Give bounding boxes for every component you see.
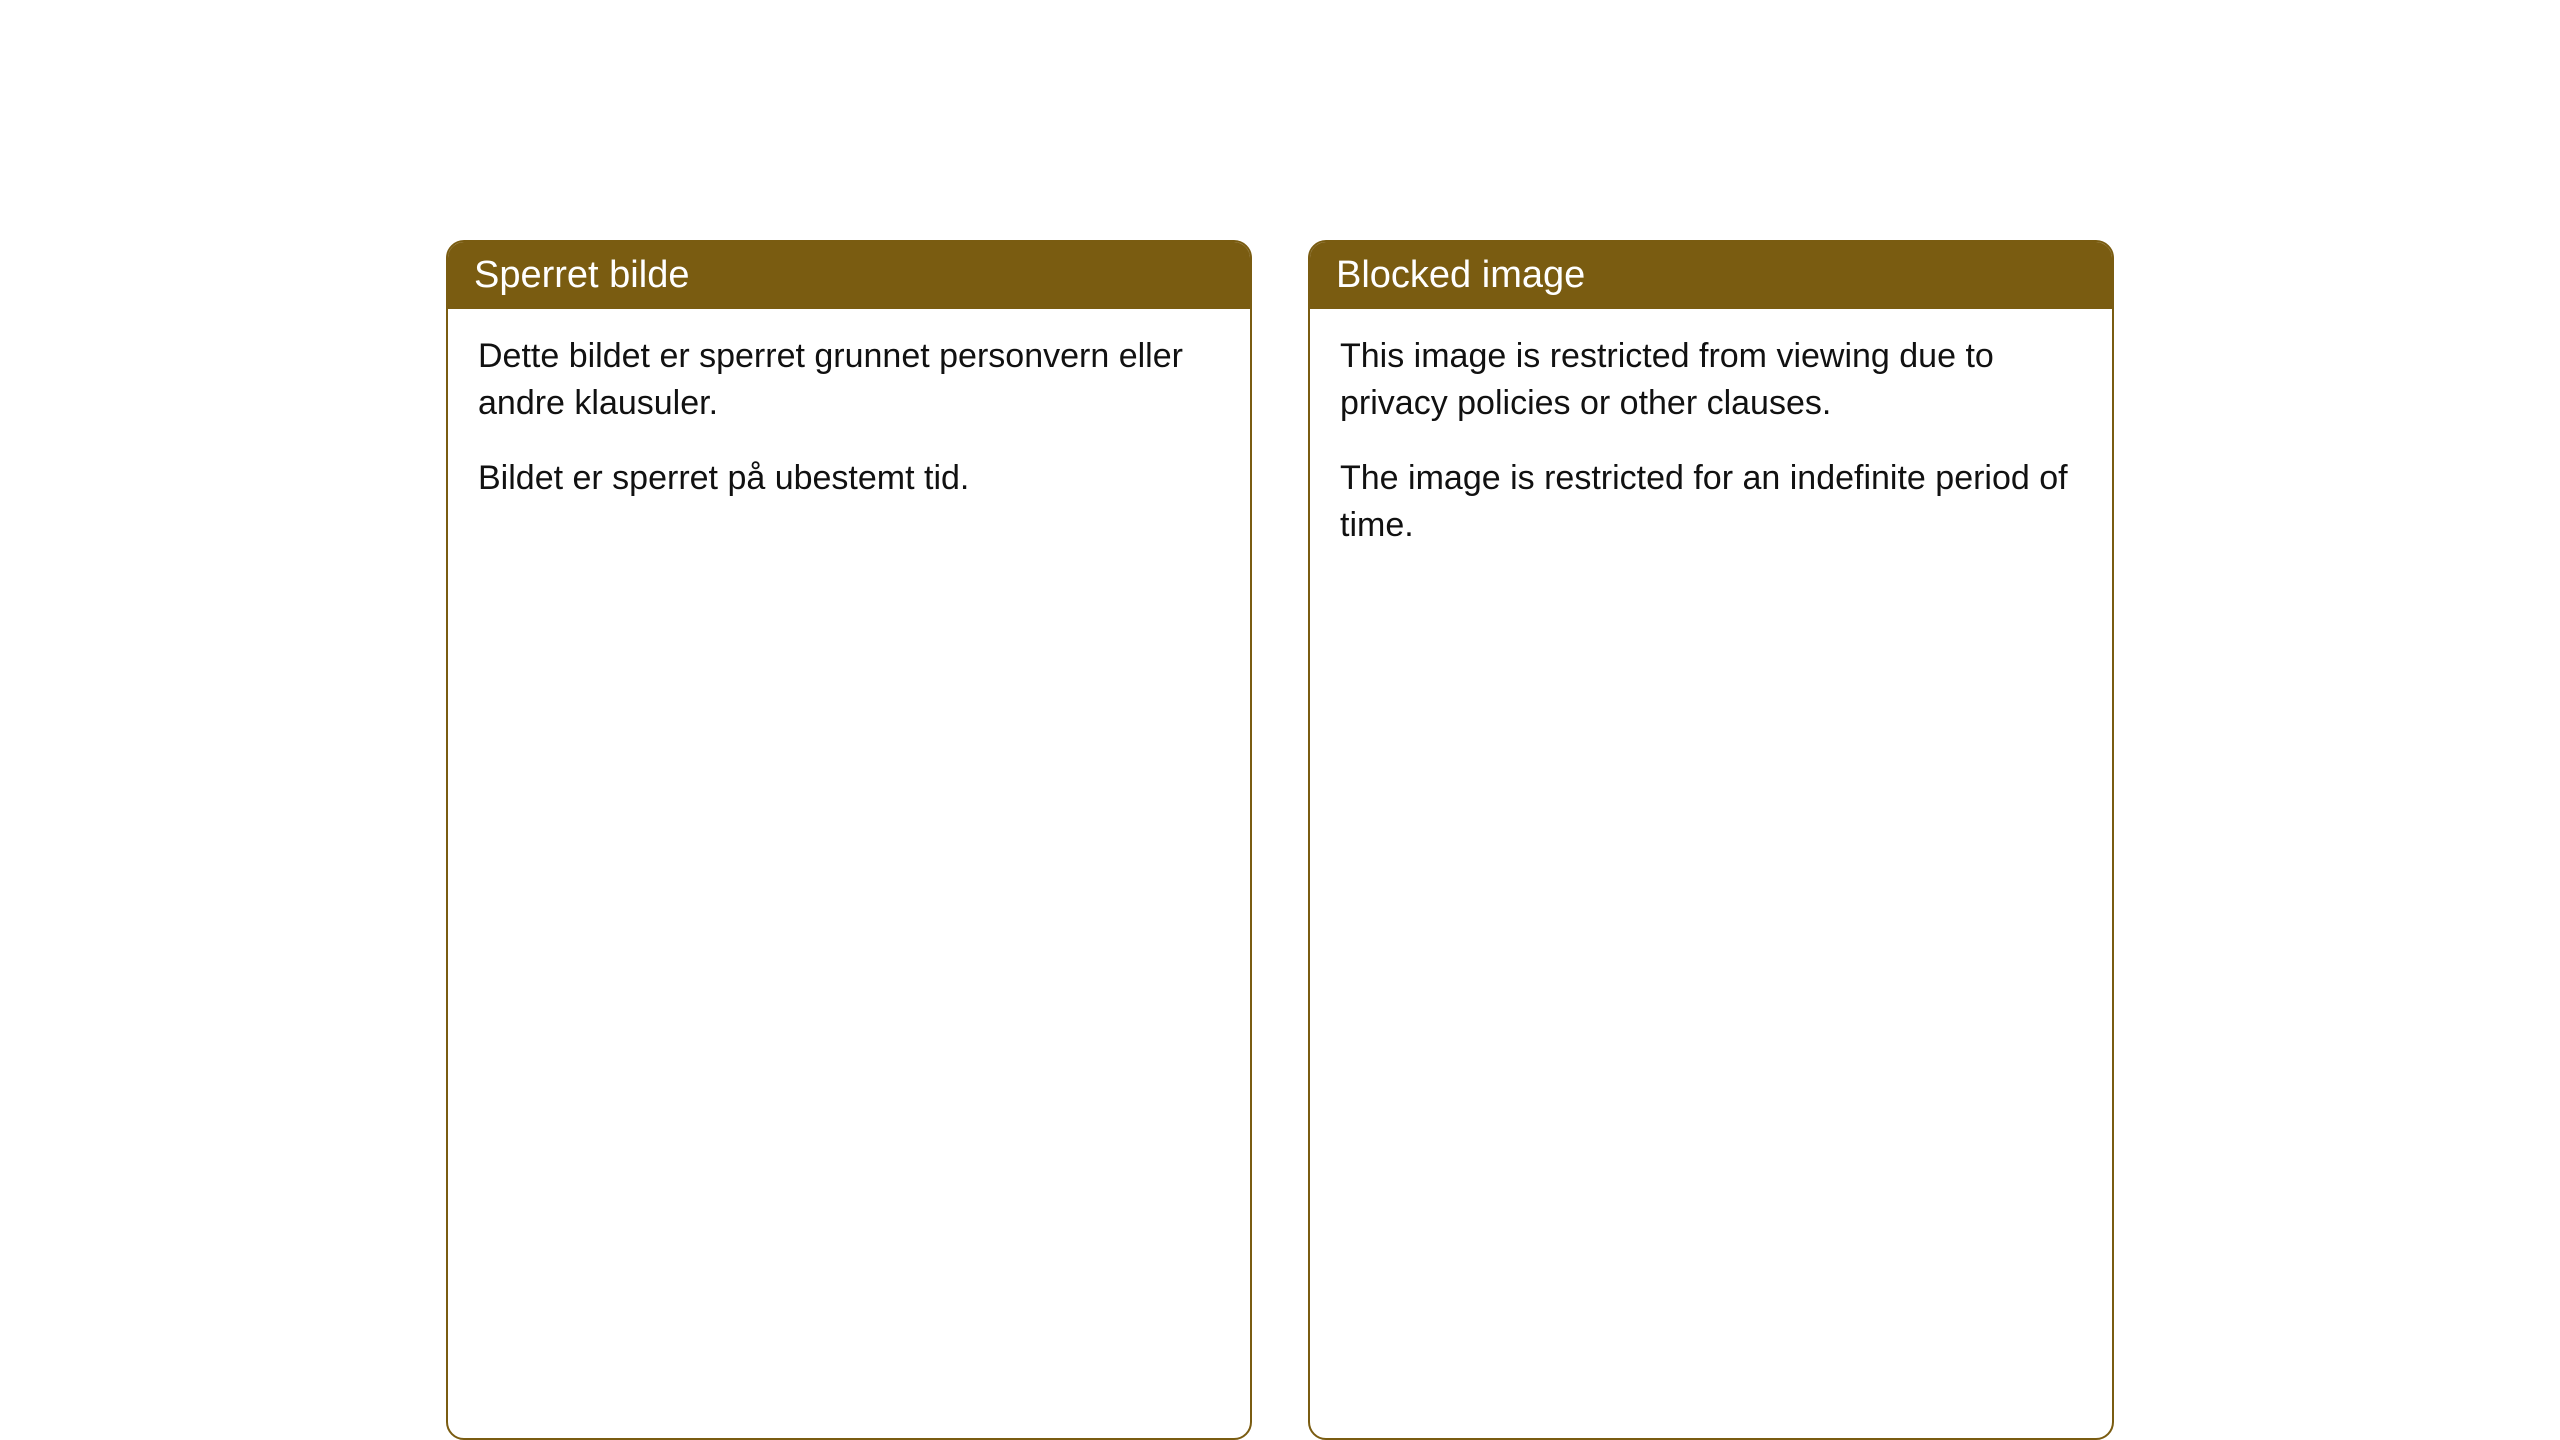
card-header: Sperret bilde bbox=[448, 242, 1250, 309]
notice-cards-container: Sperret bilde Dette bildet er sperret gr… bbox=[446, 240, 2114, 1440]
card-paragraph: Dette bildet er sperret grunnet personve… bbox=[478, 333, 1220, 427]
notice-card-english: Blocked image This image is restricted f… bbox=[1308, 240, 2114, 1440]
card-title: Sperret bilde bbox=[474, 254, 689, 296]
notice-card-norwegian: Sperret bilde Dette bildet er sperret gr… bbox=[446, 240, 1252, 1440]
card-paragraph: Bildet er sperret på ubestemt tid. bbox=[478, 455, 1220, 502]
card-body: Dette bildet er sperret grunnet personve… bbox=[448, 309, 1250, 550]
card-paragraph: The image is restricted for an indefinit… bbox=[1340, 455, 2082, 549]
card-header: Blocked image bbox=[1310, 242, 2112, 309]
card-title: Blocked image bbox=[1336, 254, 1585, 296]
card-paragraph: This image is restricted from viewing du… bbox=[1340, 333, 2082, 427]
card-body: This image is restricted from viewing du… bbox=[1310, 309, 2112, 597]
